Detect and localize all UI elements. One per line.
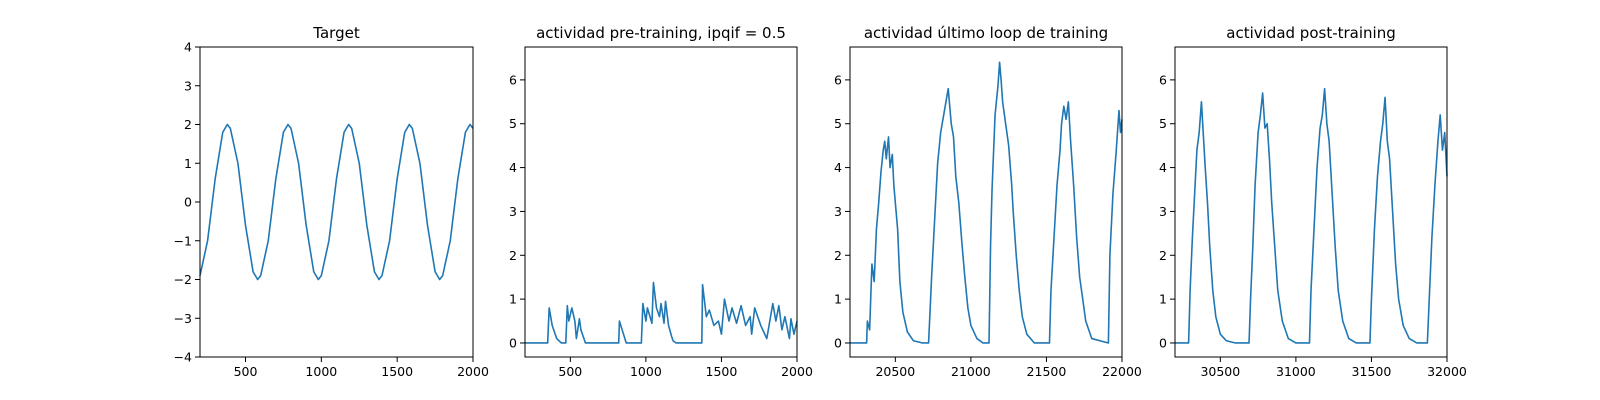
x-tick-label: 1000 (630, 364, 662, 379)
series-line-3-1 (850, 61, 1123, 344)
y-tick-label: 5 (1159, 116, 1167, 131)
x-tick-label: 500 (558, 364, 582, 379)
x-tick-label: 1500 (706, 364, 738, 379)
y-tick-label: 6 (1159, 72, 1167, 87)
y-tick-label: −4 (174, 350, 192, 365)
chart-panel-2: 500 1000 1500 2000 0 1 2 3 4 5 6 actividad pre-trai… (509, 24, 813, 379)
x-tick-label: 21500 (1027, 364, 1067, 379)
y-tick-label: 2 (184, 117, 192, 132)
y-tick-label: −2 (174, 272, 192, 287)
y-tick-label: 4 (509, 160, 517, 175)
x-tick-label: 31000 (1276, 364, 1316, 379)
chart-title: Target (312, 24, 360, 42)
x-tick-label: 32000 (1427, 364, 1467, 379)
plot-frame (524, 46, 798, 358)
y-tick-label: 3 (834, 204, 842, 219)
y-tick-label: 0 (509, 335, 517, 350)
y-tick-label: 3 (509, 204, 517, 219)
x-tick-label: 30500 (1200, 364, 1240, 379)
y-tick-label: 5 (509, 116, 517, 131)
x-tick-label: 2000 (781, 364, 813, 379)
y-tick-label: 6 (834, 72, 842, 87)
plot-frame (849, 46, 1123, 358)
chart-panel-3: 20500 21000 21500 22000 0 1 2 3 4 5 6 actividad últ… (834, 24, 1142, 379)
y-tick-label: 4 (1159, 160, 1167, 175)
x-tick-label: 2000 (457, 364, 489, 379)
y-tick-label: 0 (1159, 335, 1167, 350)
plot-frame (199, 46, 474, 358)
plot-frame (1174, 46, 1448, 358)
x-tick-label: 20500 (875, 364, 915, 379)
y-tick-label: 1 (1159, 292, 1167, 307)
y-tick-label: 2 (834, 248, 842, 263)
series-line-1-1 (199, 123, 474, 281)
chart-title: actividad pre-training, ipqif = 0.5 (536, 24, 786, 42)
y-tick-label: 1 (834, 292, 842, 307)
chart-panel-1: 500 1000 1500 2000 −4 −3 −2 −1 0 1 2 3 4 Target (174, 24, 489, 379)
chart-panel-4: 30500 31000 31500 32000 0 1 2 3 4 5 6 actividad pos… (1159, 24, 1467, 379)
x-tick-label: 500 (234, 364, 258, 379)
y-tick-label: 3 (184, 78, 192, 93)
y-tick-label: −3 (174, 311, 192, 326)
x-tick-label: 1000 (305, 364, 337, 379)
y-tick-label: −1 (174, 233, 192, 248)
y-tick-label: 2 (509, 248, 517, 263)
series-line-4-1 (1175, 87, 1448, 344)
y-tick-label: 4 (834, 160, 842, 175)
y-tick-label: 0 (834, 335, 842, 350)
y-tick-label: 5 (834, 116, 842, 131)
y-tick-label: 6 (509, 72, 517, 87)
chart-title: actividad último loop de training (864, 24, 1108, 42)
x-tick-label: 22000 (1102, 364, 1142, 379)
y-tick-label: 4 (184, 40, 192, 55)
y-tick-label: 3 (1159, 204, 1167, 219)
y-tick-label: 2 (1159, 248, 1167, 263)
x-tick-label: 31500 (1352, 364, 1392, 379)
y-tick-label: 1 (509, 292, 517, 307)
y-tick-label: 1 (184, 156, 192, 171)
y-tick-label: 0 (184, 195, 192, 210)
x-tick-label: 1500 (381, 364, 413, 379)
x-tick-label: 21000 (951, 364, 991, 379)
series-line-2-1 (525, 281, 798, 344)
chart-title: actividad post-training (1226, 24, 1395, 42)
